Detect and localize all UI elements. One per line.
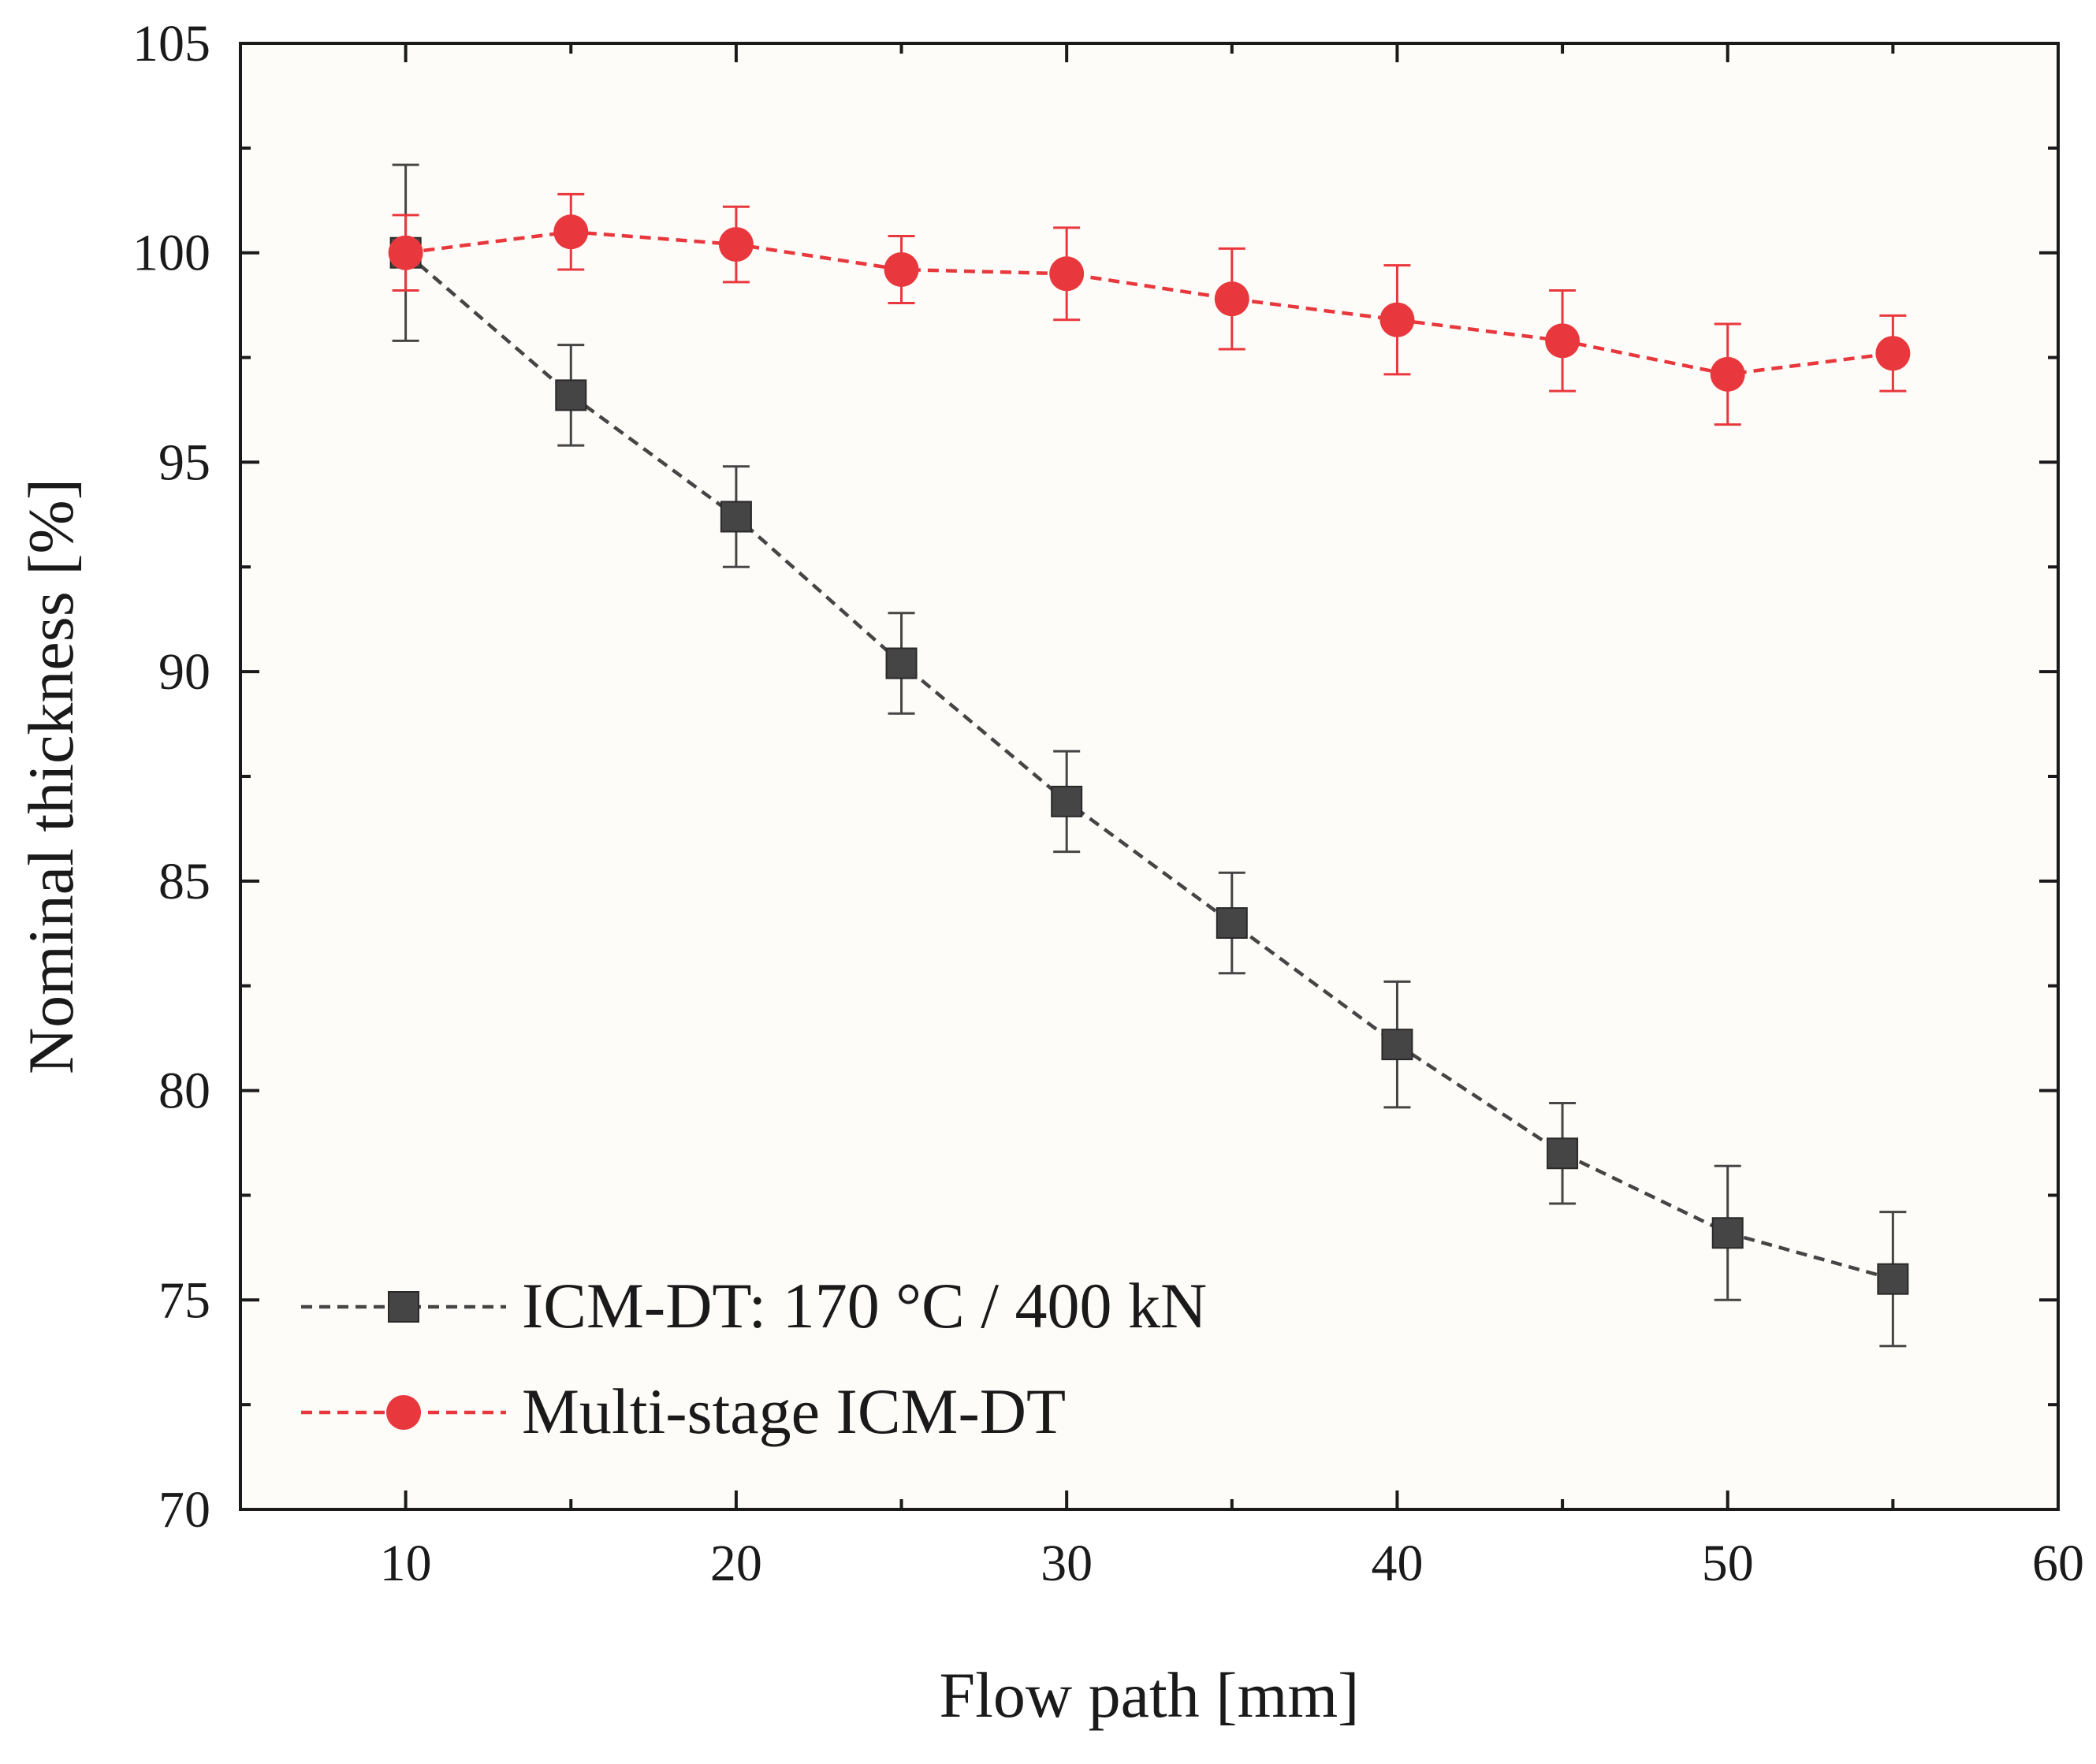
- data-point: [884, 251, 919, 287]
- data-point: [720, 501, 752, 533]
- x-axis-title: Flow path [mm]: [940, 1659, 1360, 1731]
- tick-labels: 10 20 30 40 50 60 70 75 80 85 90 95 100 105: [132, 15, 2084, 1592]
- data-point: [1875, 336, 1911, 371]
- data-point: [1381, 1029, 1413, 1061]
- data-point: [1379, 302, 1415, 337]
- data-point: [1710, 356, 1745, 392]
- data-point: [1545, 323, 1580, 359]
- series-layer: [388, 163, 1911, 1348]
- data-point: [1049, 256, 1085, 292]
- x-tick-label: 60: [2032, 1535, 2084, 1592]
- plot-frame: [239, 42, 2060, 1511]
- y-tick-label: 105: [132, 15, 210, 73]
- y-tick-label: 90: [158, 643, 210, 701]
- y-tick-label: 75: [158, 1271, 210, 1329]
- x-tick-label: 10: [380, 1535, 432, 1592]
- series-line: [405, 229, 1893, 377]
- legend-marker: [388, 1291, 419, 1323]
- series-1: [388, 192, 1911, 426]
- data-point: [553, 214, 589, 250]
- data-point: [1877, 1263, 1909, 1295]
- legend-item-multi-stage: Multi-stage ICM-DT: [301, 1375, 1066, 1447]
- x-tick-label: 50: [1702, 1535, 1754, 1592]
- axis-ticks: [239, 42, 2060, 1511]
- data-point: [1547, 1137, 1579, 1170]
- data-point: [555, 379, 587, 411]
- data-point: [718, 227, 754, 262]
- legend: ICM-DT: 170 °C / 400 kN Multi-stage ICM-…: [301, 1270, 1207, 1447]
- y-tick-label: 80: [158, 1062, 210, 1120]
- data-point: [1051, 785, 1083, 817]
- data-point: [1216, 907, 1248, 939]
- y-tick-label: 95: [158, 434, 210, 491]
- x-tick-label: 30: [1041, 1535, 1093, 1592]
- x-tick-label: 20: [710, 1535, 762, 1592]
- x-tick-label: 40: [1371, 1535, 1423, 1592]
- series-0: [389, 163, 1909, 1348]
- y-axis-title: Nominal thickness [%]: [15, 478, 87, 1074]
- legend-label-multi-stage: Multi-stage ICM-DT: [522, 1375, 1066, 1447]
- y-tick-label: 85: [158, 853, 210, 910]
- data-point: [885, 647, 918, 679]
- legend-marker: [386, 1395, 421, 1430]
- y-tick-label: 100: [132, 225, 210, 282]
- legend-item-icm-dt: ICM-DT: 170 °C / 400 kN: [301, 1270, 1207, 1342]
- y-tick-label: 70: [158, 1481, 210, 1539]
- legend-label-icm-dt: ICM-DT: 170 °C / 400 kN: [522, 1270, 1207, 1342]
- data-point: [1711, 1217, 1744, 1249]
- data-point: [1214, 281, 1249, 317]
- data-point: [388, 235, 423, 270]
- series-line: [404, 251, 1893, 1281]
